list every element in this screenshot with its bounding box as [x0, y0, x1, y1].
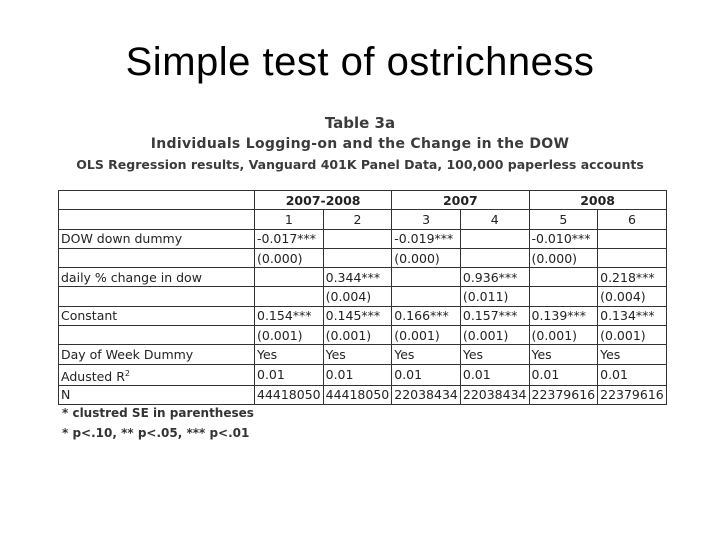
- table-cell: [391, 286, 461, 307]
- table-cell: (0.000): [254, 247, 324, 269]
- table-cell: Yes: [459, 344, 530, 365]
- table-row: (0.000) (0.000) (0.000): [58, 247, 667, 269]
- row-label: Day of Week Dummy: [58, 344, 255, 365]
- table-cell: 44418050: [322, 384, 393, 406]
- row-label: [58, 325, 255, 346]
- table-cell: -0.019***: [391, 228, 461, 249]
- table-cell: 22379616: [528, 384, 599, 406]
- table-number: Table 3a: [324, 114, 396, 132]
- table-cell: (0.001): [391, 325, 461, 346]
- table-cell: (0.001): [528, 325, 599, 346]
- table-cell: 0.139***: [528, 305, 599, 327]
- table-cell: [254, 267, 324, 288]
- table-cell: Yes: [528, 344, 599, 365]
- table-row: Constant 0.154*** 0.145*** 0.166*** 0.157***…: [58, 305, 667, 327]
- row-label: [58, 286, 255, 307]
- table-cell: 0.01: [254, 363, 324, 386]
- row-label: daily % change in dow: [58, 267, 255, 288]
- table-row: (0.004) (0.011) (0.004): [58, 286, 667, 307]
- table-cell: Yes: [322, 344, 393, 365]
- table-cell: -0.010***: [528, 228, 599, 249]
- table-cell: [597, 247, 667, 269]
- table-row: N 44418050 44418050 22038434 22038434 2237961…: [58, 384, 667, 406]
- model-number: 5: [528, 209, 599, 230]
- table-cell: [459, 247, 530, 269]
- regression-table: 2007-2008 2007 2008 1 2 3 4 5 6 DOW down…: [58, 189, 667, 406]
- table-cell: 22038434: [391, 384, 461, 406]
- table-cell: [597, 228, 667, 249]
- model-number: 6: [597, 209, 667, 230]
- table-cell: 22379616: [597, 384, 667, 406]
- row-label: Constant: [58, 305, 255, 327]
- header-corner-cell: [58, 189, 255, 211]
- period-header: 2007-2008: [253, 189, 393, 211]
- table-cell: (0.000): [391, 247, 461, 269]
- slide-title: Simple test of ostrichness: [125, 40, 595, 84]
- table-cell: 22038434: [459, 384, 530, 406]
- table-cell: (0.001): [597, 325, 667, 346]
- period-header: 2007: [391, 189, 530, 211]
- model-header-row: 1 2 3 4 5 6: [58, 209, 667, 230]
- table-title: Individuals Logging-on and the Change in…: [150, 136, 570, 152]
- table-cell: (0.004): [597, 286, 667, 307]
- row-label: N: [58, 384, 255, 406]
- table-note-se: * clustred SE in parentheses: [62, 406, 254, 420]
- table-cell: -0.017***: [254, 228, 324, 249]
- table-cell: 0.01: [528, 363, 599, 386]
- table-cell: 0.936***: [459, 267, 530, 288]
- table-cell: [322, 247, 393, 269]
- table-cell: [528, 286, 599, 307]
- table-cell: [322, 228, 393, 249]
- table-cell: (0.001): [459, 325, 530, 346]
- table-cell: (0.001): [322, 325, 393, 346]
- table-cell: 44418050: [254, 384, 324, 406]
- table-cell: 0.145***: [322, 305, 393, 327]
- table-cell: Yes: [597, 344, 667, 365]
- table-cell: 0.01: [597, 363, 667, 386]
- model-number: 2: [322, 209, 393, 230]
- table-row: Adusted R2 0.01 0.01 0.01 0.01 0.01 0.01: [58, 363, 667, 386]
- table-cell: (0.004): [322, 286, 393, 307]
- table-row: Day of Week Dummy Yes Yes Yes Yes Yes Yes: [58, 344, 667, 365]
- row-label: DOW down dummy: [58, 228, 255, 249]
- table-cell: (0.001): [254, 325, 324, 346]
- table-cell: [391, 267, 461, 288]
- table-cell: [459, 228, 530, 249]
- table-cell: 0.166***: [391, 305, 461, 327]
- table-note-significance: * p<.10, ** p<.05, *** p<.01: [62, 426, 250, 440]
- model-number: 3: [391, 209, 461, 230]
- header-corner-cell: [58, 209, 255, 230]
- row-label: [58, 247, 255, 269]
- table-cell: 0.154***: [254, 305, 324, 327]
- row-label: Adusted R2: [58, 363, 255, 386]
- model-number: 4: [459, 209, 530, 230]
- table-cell: 0.134***: [597, 305, 667, 327]
- table-cell: (0.011): [459, 286, 530, 307]
- table-cell: 0.01: [391, 363, 461, 386]
- table-cell: Yes: [391, 344, 461, 365]
- model-number: 1: [254, 209, 324, 230]
- period-header-row: 2007-2008 2007 2008: [58, 189, 667, 211]
- table-cell: [528, 267, 599, 288]
- table-row: DOW down dummy -0.017*** -0.019*** -0.010**…: [58, 228, 667, 249]
- table-cell: 0.01: [459, 363, 530, 386]
- period-header: 2008: [528, 189, 667, 211]
- table-row: (0.001) (0.001) (0.001) (0.001) (0.001) (0.00…: [58, 325, 667, 346]
- table-cell: Yes: [254, 344, 324, 365]
- table-row: daily % change in dow 0.344*** 0.936*** 0.2…: [58, 267, 667, 288]
- table-cell: 0.01: [322, 363, 393, 386]
- table-cell: 0.218***: [597, 267, 667, 288]
- table-cell: [254, 286, 324, 307]
- table-cell: 0.344***: [322, 267, 393, 288]
- table-cell: (0.000): [528, 247, 599, 269]
- table-subtitle: OLS Regression results, Vanguard 401K Pa…: [76, 157, 644, 172]
- table-cell: 0.157***: [459, 305, 530, 327]
